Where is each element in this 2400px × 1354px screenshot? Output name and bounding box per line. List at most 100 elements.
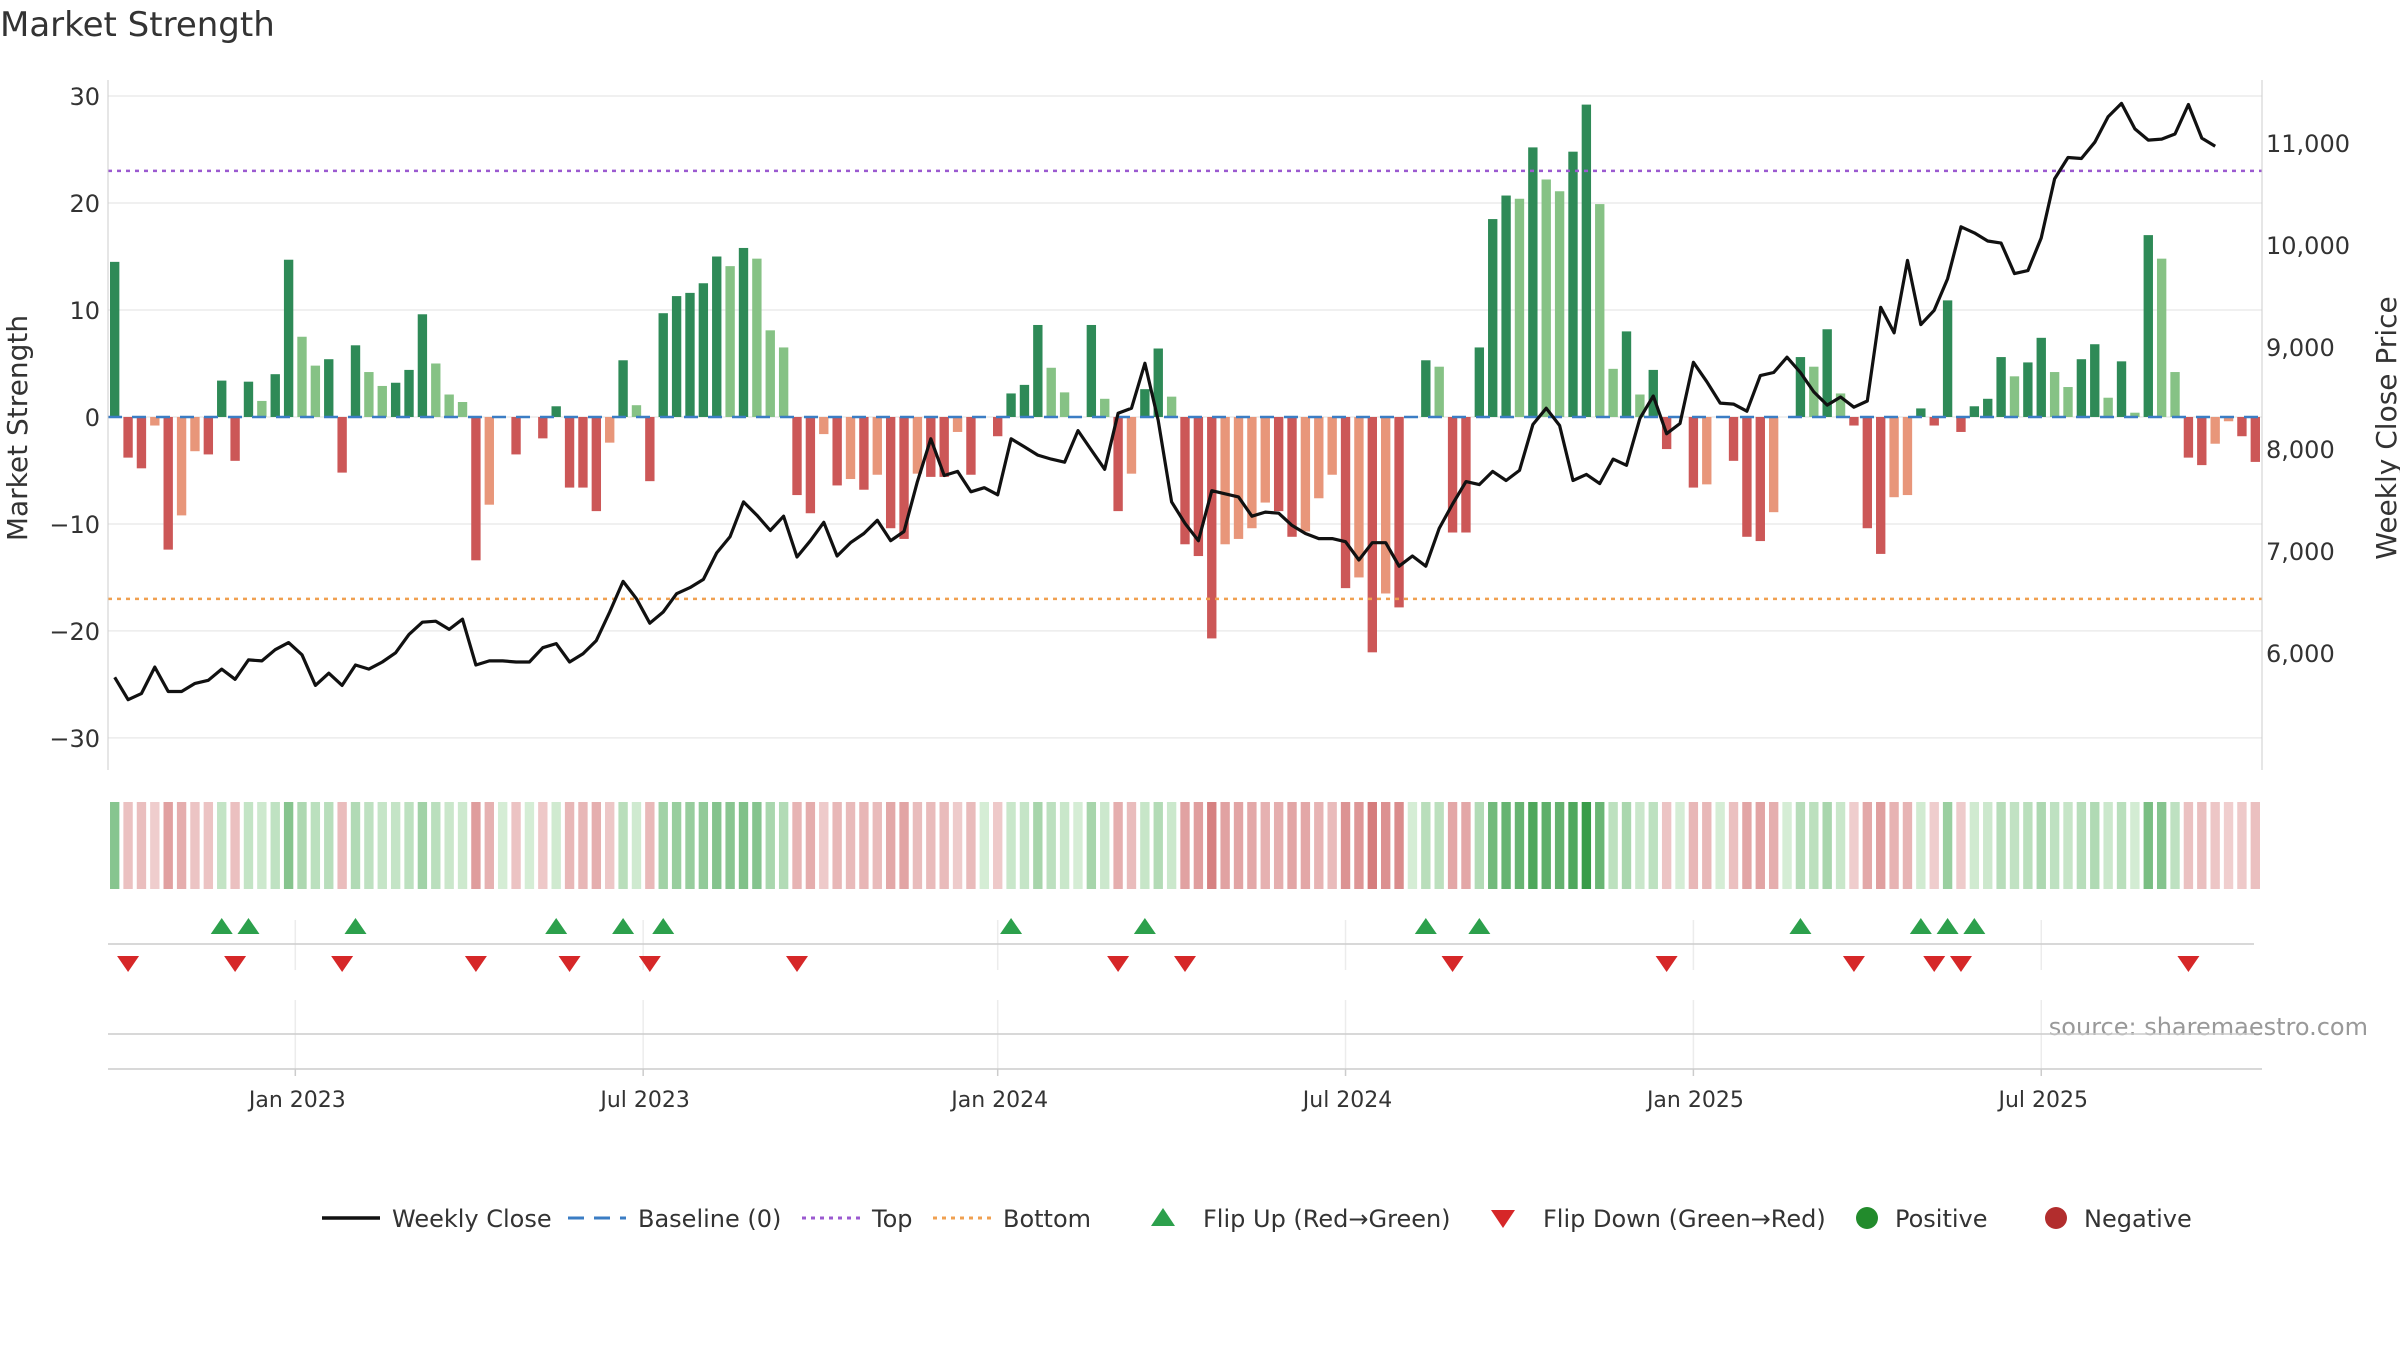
strength-bar <box>136 416 147 469</box>
heat-cell <box>1902 802 1913 889</box>
legend-label: Flip Up (Red→Green) <box>1203 1205 1451 1233</box>
flip-up-marker <box>652 918 675 934</box>
heat-cell <box>805 802 816 889</box>
heat-cell <box>1100 802 1110 889</box>
heat-cell <box>2210 802 2220 889</box>
heat-cell <box>832 802 842 889</box>
strength-bar <box>1688 416 1699 488</box>
heat-cell <box>1153 802 1163 889</box>
heat-cell <box>1273 802 1284 889</box>
heat-cell <box>1006 802 1016 889</box>
heat-cell <box>404 802 414 889</box>
heat-cell <box>1876 802 1886 889</box>
heat-cell <box>2130 802 2140 889</box>
strength-bar <box>1260 416 1270 503</box>
heat-cell <box>698 802 709 889</box>
heat-cell <box>845 802 856 889</box>
strength-bar <box>2090 344 2100 417</box>
heat-cell <box>1287 802 1297 889</box>
y2-tick-label: 11,000 <box>2266 130 2350 158</box>
heat-cell <box>1367 802 1377 889</box>
strength-bar <box>283 259 294 417</box>
strength-bar <box>698 283 709 417</box>
strength-bar <box>551 406 561 417</box>
heat-cell <box>1193 802 1204 889</box>
heat-cell <box>1033 802 1043 889</box>
strength-bar <box>1193 416 1204 557</box>
heat-cell <box>1541 802 1551 889</box>
strength-bar <box>2250 416 2260 462</box>
strength-bar <box>1474 347 1485 417</box>
strength-bar <box>591 416 602 512</box>
heat-cell <box>1675 802 1685 889</box>
strength-bar <box>1059 392 1070 417</box>
strength-bar <box>939 416 949 477</box>
strength-bar <box>1608 368 1618 417</box>
strength-bar <box>605 416 615 443</box>
flip-up-marker <box>1133 918 1156 934</box>
grid-layer <box>108 95 2262 1069</box>
y-tick-label: 30 <box>69 83 100 111</box>
y2-tick-label: 7,000 <box>2266 538 2335 566</box>
heat-cell <box>979 802 989 889</box>
strength-bar <box>1434 366 1444 417</box>
x-tick-label: Jul 2024 <box>1301 1088 1393 1113</box>
strength-bar <box>1126 416 1137 474</box>
strength-bar <box>444 394 454 417</box>
heat-cell <box>1501 802 1511 889</box>
strength-bar <box>350 345 361 417</box>
strength-bar <box>1648 369 1658 417</box>
heat-cell <box>1394 802 1404 889</box>
heat-cell <box>738 802 749 889</box>
strength-bar <box>859 416 869 490</box>
heat-cell <box>377 802 387 889</box>
strength-bar <box>2009 376 2020 417</box>
heat-cell <box>150 802 160 889</box>
heat-cell <box>926 802 936 889</box>
heat-cell <box>457 802 468 889</box>
strength-bar <box>1742 416 1752 537</box>
chart-title: Market Strength <box>0 5 275 45</box>
heat-cell <box>658 802 668 889</box>
strength-bar <box>1876 416 1886 554</box>
strength-bar <box>1100 398 1110 417</box>
strength-bar <box>2183 416 2194 458</box>
heat-cell <box>1059 802 1070 889</box>
strength-bar <box>431 363 441 417</box>
x-tick-label: Jan 2025 <box>1645 1088 1744 1113</box>
strength-bar <box>1113 416 1123 512</box>
strength-bar <box>1287 416 1297 537</box>
strength-bar <box>2116 361 2127 417</box>
strength-bar <box>390 382 401 417</box>
flip-down-marker <box>224 956 247 972</box>
heat-cell <box>163 802 173 889</box>
heat-cell <box>765 802 775 889</box>
strength-bar <box>1795 357 1806 417</box>
heat-cell <box>270 802 280 889</box>
strength-bar <box>1340 416 1351 589</box>
flip-up-marker <box>1000 918 1023 934</box>
heat-cell <box>1113 802 1123 889</box>
strength-bar <box>671 296 682 417</box>
heat-cell <box>1073 802 1083 889</box>
strength-bar <box>645 416 655 482</box>
heat-cell <box>2049 802 2060 889</box>
strength-bar <box>845 416 856 480</box>
strength-bar <box>1233 416 1244 539</box>
legend-item: Positive <box>1856 1205 1988 1233</box>
strength-bar <box>2237 416 2247 437</box>
legend-item: Negative <box>2045 1205 2192 1233</box>
heat-cell <box>444 802 454 889</box>
heat-cell <box>645 802 655 889</box>
heat-cell <box>1421 802 1431 889</box>
strength-bar <box>778 347 789 417</box>
weekly-close-line <box>113 101 2217 702</box>
flip-up-marker <box>1909 918 1932 934</box>
strength-bar <box>1421 360 1431 417</box>
heat-cell <box>337 802 347 889</box>
heat-cell <box>1595 802 1605 889</box>
heat-cell <box>2170 802 2180 889</box>
heat-cell <box>912 802 923 889</box>
heat-cell <box>2143 802 2153 889</box>
strength-bar <box>805 416 816 514</box>
